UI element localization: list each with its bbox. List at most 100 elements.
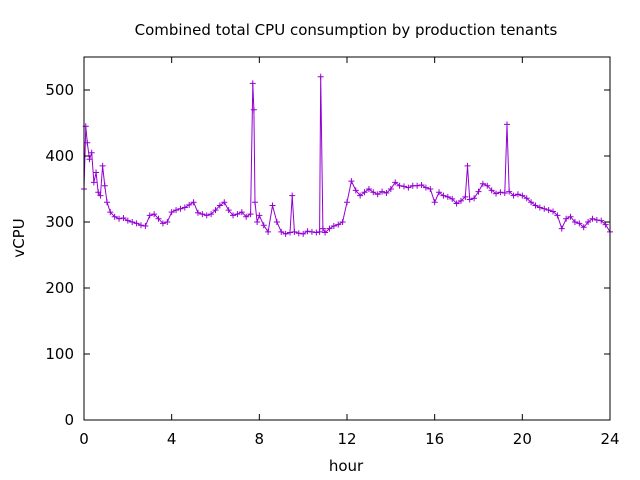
data-point — [589, 215, 596, 222]
data-point — [326, 225, 333, 232]
data-point — [571, 219, 578, 225]
data-point — [436, 189, 443, 196]
data-point — [501, 189, 508, 196]
data-point — [250, 106, 257, 113]
data-point — [379, 188, 386, 195]
data-point — [291, 228, 298, 235]
data-point — [256, 212, 263, 219]
data-point — [208, 211, 215, 218]
data-point — [146, 212, 153, 219]
data-point — [335, 221, 342, 228]
y-axis-label: vCPU — [10, 218, 28, 257]
data-point — [203, 212, 210, 219]
data-point — [514, 191, 521, 198]
data-point — [120, 215, 127, 222]
data-point — [563, 215, 570, 222]
data-point — [422, 184, 429, 191]
data-point — [449, 195, 456, 202]
data-point — [464, 162, 471, 169]
data-point — [396, 182, 403, 189]
data-point — [370, 189, 377, 196]
x-tick-label: 16 — [425, 430, 444, 448]
data-point — [221, 199, 228, 206]
data-point — [137, 222, 144, 229]
data-point — [304, 228, 311, 235]
y-tick-label: 300 — [45, 213, 74, 231]
data-point — [300, 230, 307, 237]
data-point — [580, 224, 587, 231]
data-point — [440, 192, 447, 199]
data-point — [151, 211, 158, 218]
data-point — [95, 189, 102, 196]
data-point — [462, 193, 469, 200]
data-point — [308, 228, 315, 235]
data-point — [173, 207, 180, 214]
x-tick-label: 4 — [167, 430, 177, 448]
data-point — [330, 222, 337, 229]
data-point — [484, 182, 491, 189]
data-point — [497, 189, 504, 196]
data-point — [365, 186, 372, 192]
y-tick-label: 100 — [45, 345, 74, 363]
data-point — [93, 169, 100, 176]
data-point — [576, 220, 583, 227]
y-tick-label: 500 — [45, 81, 74, 99]
data-point — [510, 192, 517, 199]
data-point — [159, 220, 166, 227]
y-tick-label: 200 — [45, 279, 74, 297]
data-point — [107, 209, 114, 216]
data-point — [431, 199, 438, 206]
data-point — [554, 212, 561, 219]
data-point — [287, 229, 294, 236]
data-point — [254, 219, 261, 225]
data-point — [479, 180, 486, 187]
data-point — [199, 211, 206, 218]
y-tick-label: 0 — [64, 411, 74, 429]
data-point — [457, 197, 464, 204]
data-point — [387, 186, 394, 192]
data-point — [339, 219, 346, 225]
x-tick-label: 8 — [255, 430, 265, 448]
series-markers — [81, 73, 613, 237]
data-point — [84, 139, 91, 146]
x-tick-label: 0 — [79, 430, 89, 448]
data-point — [164, 219, 171, 225]
data-point — [265, 228, 272, 235]
x-tick-label: 20 — [513, 430, 532, 448]
data-point — [230, 212, 237, 219]
data-point — [528, 199, 535, 206]
data-point — [116, 215, 123, 222]
data-point — [243, 213, 250, 220]
data-point — [418, 182, 425, 189]
data-point — [400, 183, 407, 190]
data-point — [295, 230, 302, 237]
data-point — [536, 204, 543, 211]
data-point — [278, 228, 285, 235]
data-point — [503, 121, 510, 128]
data-point — [129, 219, 136, 225]
data-point — [427, 186, 434, 192]
x-tick-label: 12 — [337, 430, 356, 448]
data-point — [194, 209, 201, 216]
data-point — [269, 202, 276, 209]
data-point — [234, 211, 241, 218]
chart-title: Combined total CPU consumption by produc… — [135, 21, 558, 39]
data-point — [352, 187, 359, 194]
data-point — [374, 191, 381, 198]
data-point — [212, 207, 219, 214]
data-point — [282, 230, 289, 237]
data-point — [104, 199, 111, 206]
data-point — [168, 209, 175, 216]
data-point — [532, 202, 539, 209]
data-point — [523, 195, 530, 202]
data-point — [361, 189, 368, 196]
data-point — [493, 190, 500, 197]
data-point — [558, 225, 565, 232]
data-point — [348, 178, 355, 185]
data-point — [471, 195, 478, 202]
data-point — [519, 192, 526, 199]
x-axis: 0 4 8 12 16 20 24 — [79, 57, 620, 448]
data-point — [344, 199, 350, 206]
data-point — [550, 208, 557, 215]
